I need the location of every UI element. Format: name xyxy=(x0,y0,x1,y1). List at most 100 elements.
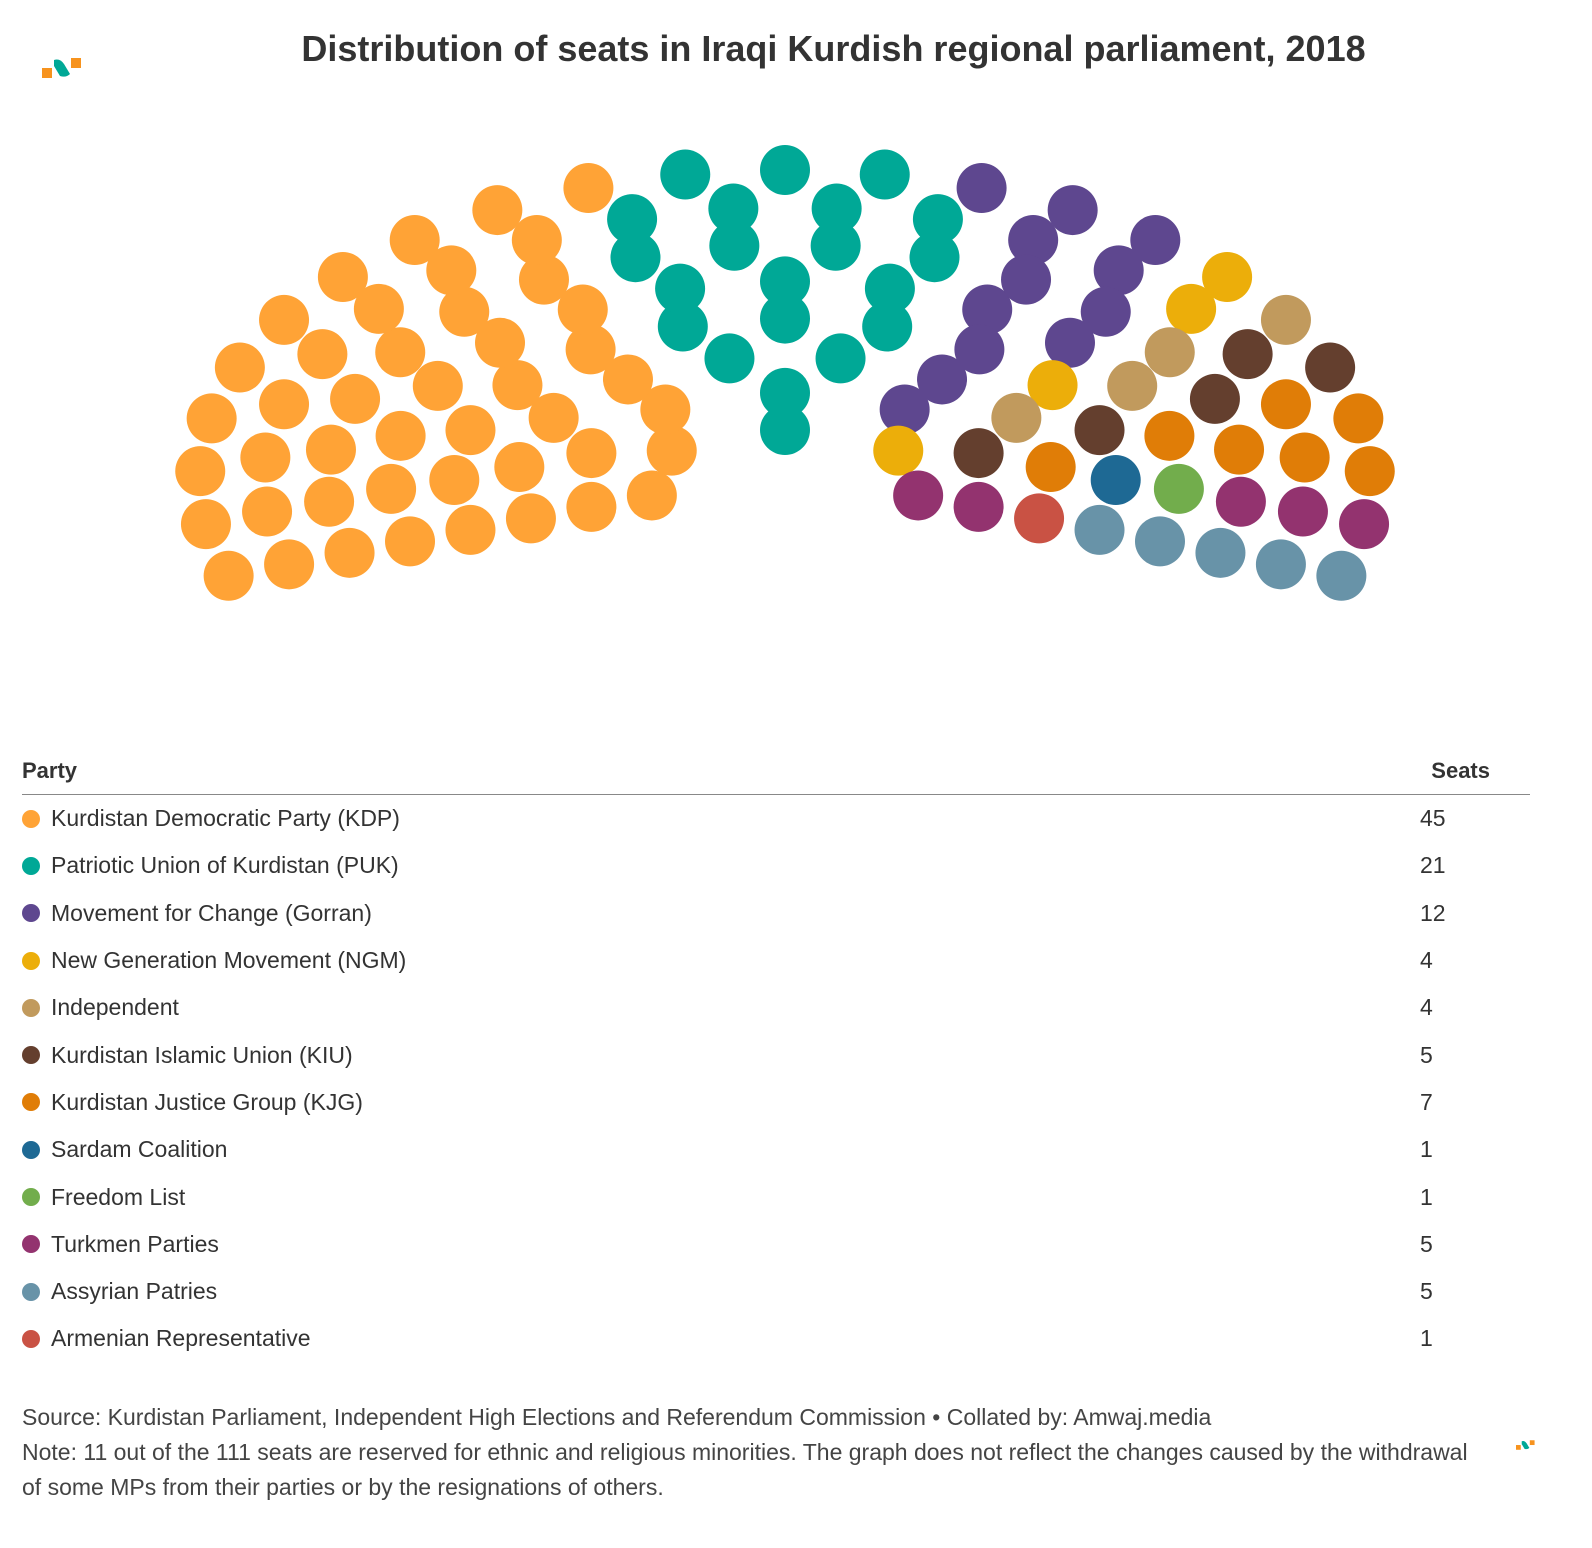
seat xyxy=(760,293,810,344)
seat xyxy=(1260,379,1311,430)
seat xyxy=(909,232,960,283)
party-column-header: Party xyxy=(22,758,78,783)
seat xyxy=(563,163,614,214)
seat xyxy=(1090,455,1141,505)
seat xyxy=(1195,527,1246,578)
seat xyxy=(1215,476,1266,527)
seat xyxy=(1255,539,1306,590)
party-name: Kurdistan Democratic Party (KDP) xyxy=(51,805,400,832)
seat xyxy=(1144,327,1195,378)
seat xyxy=(1316,550,1367,601)
party-name: Armenian Representative xyxy=(51,1325,311,1352)
seat xyxy=(214,342,265,393)
seat xyxy=(607,194,658,245)
seat xyxy=(859,149,910,200)
seat xyxy=(953,481,1004,532)
source-text: Source: Kurdistan Parliament, Independen… xyxy=(22,1404,1212,1430)
legend-row: Assyrian Patries 5 xyxy=(22,1268,1530,1315)
seat xyxy=(1279,432,1330,483)
seat xyxy=(439,286,490,337)
seat xyxy=(1008,215,1059,266)
seat xyxy=(1339,499,1390,550)
seat xyxy=(655,263,706,314)
party-name: Sardam Coalition xyxy=(51,1136,228,1163)
party-seats: 1 xyxy=(1420,1183,1433,1210)
legend-row: Turkmen Parties 5 xyxy=(22,1221,1530,1268)
seat xyxy=(353,283,404,334)
seat xyxy=(330,373,381,424)
seat xyxy=(879,384,930,435)
legend-dot xyxy=(22,1046,40,1065)
party-seats: 7 xyxy=(1420,1088,1433,1115)
seat xyxy=(492,360,543,411)
legend-row: Armenian Representative 1 xyxy=(22,1315,1530,1362)
party-seats: 21 xyxy=(1420,852,1446,879)
seat xyxy=(259,294,310,345)
seat xyxy=(646,425,697,476)
legend-dot xyxy=(22,951,40,970)
seat xyxy=(375,410,426,461)
seat xyxy=(760,145,810,195)
seat xyxy=(445,504,496,555)
seat xyxy=(1044,317,1095,368)
seat xyxy=(565,324,616,375)
seat xyxy=(953,428,1004,479)
seat xyxy=(1153,463,1204,514)
seat xyxy=(760,256,810,307)
party-seats: 4 xyxy=(1420,947,1433,974)
legend-dot xyxy=(22,1093,40,1112)
party-name: New Generation Movement (NGM) xyxy=(51,947,407,974)
seat xyxy=(1189,373,1240,424)
party-name: Turkmen Parties xyxy=(51,1230,219,1257)
seat xyxy=(893,470,944,521)
seat xyxy=(610,232,661,283)
seat xyxy=(1001,254,1052,305)
seat xyxy=(1080,286,1131,337)
legend-table: Party Seats Kurdistan Democratic Party (… xyxy=(22,758,1530,1363)
seat xyxy=(640,384,691,435)
seat xyxy=(1074,504,1125,555)
seat xyxy=(366,463,417,514)
party-seats: 4 xyxy=(1420,994,1433,1021)
legend-dot xyxy=(22,1140,40,1159)
party-seats: 45 xyxy=(1420,805,1446,832)
seat xyxy=(657,301,708,352)
seat xyxy=(566,428,617,479)
seat xyxy=(259,379,310,430)
seat xyxy=(304,476,355,527)
seat xyxy=(1107,360,1158,411)
seat xyxy=(1214,424,1265,475)
seat xyxy=(175,446,226,497)
seat xyxy=(626,470,677,521)
legend-row: New Generation Movement (NGM) 4 xyxy=(22,937,1530,984)
legend-row: Kurdistan Democratic Party (KDP) 45 xyxy=(22,795,1530,842)
party-seats: 1 xyxy=(1420,1136,1433,1163)
amwaj-logo-icon xyxy=(42,58,81,78)
seat xyxy=(954,324,1005,375)
seat xyxy=(760,405,810,455)
seat xyxy=(760,367,810,418)
seat xyxy=(1074,405,1125,456)
legend-row: Freedom List 1 xyxy=(22,1173,1530,1220)
party-name: Movement for Change (Gorran) xyxy=(51,899,372,926)
amwaj-small-logo-icon xyxy=(1516,1440,1535,1450)
seat xyxy=(475,317,526,368)
legend-dot xyxy=(22,856,40,875)
legend-row: Sardam Coalition 1 xyxy=(22,1126,1530,1173)
party-name: Patriotic Union of Kurdistan (PUK) xyxy=(51,852,399,879)
seat xyxy=(709,220,760,271)
seat xyxy=(864,263,915,314)
seat xyxy=(602,354,653,405)
seat xyxy=(1093,245,1144,296)
party-seats: 1 xyxy=(1420,1325,1433,1352)
seat xyxy=(862,301,913,352)
seat xyxy=(991,392,1042,443)
seat xyxy=(1047,185,1098,236)
seat xyxy=(660,149,711,200)
seat xyxy=(1344,446,1395,497)
party-name: Assyrian Patries xyxy=(51,1278,218,1305)
seat xyxy=(426,245,477,296)
seat xyxy=(1277,486,1328,537)
seat xyxy=(264,539,315,590)
seat xyxy=(1305,342,1356,393)
